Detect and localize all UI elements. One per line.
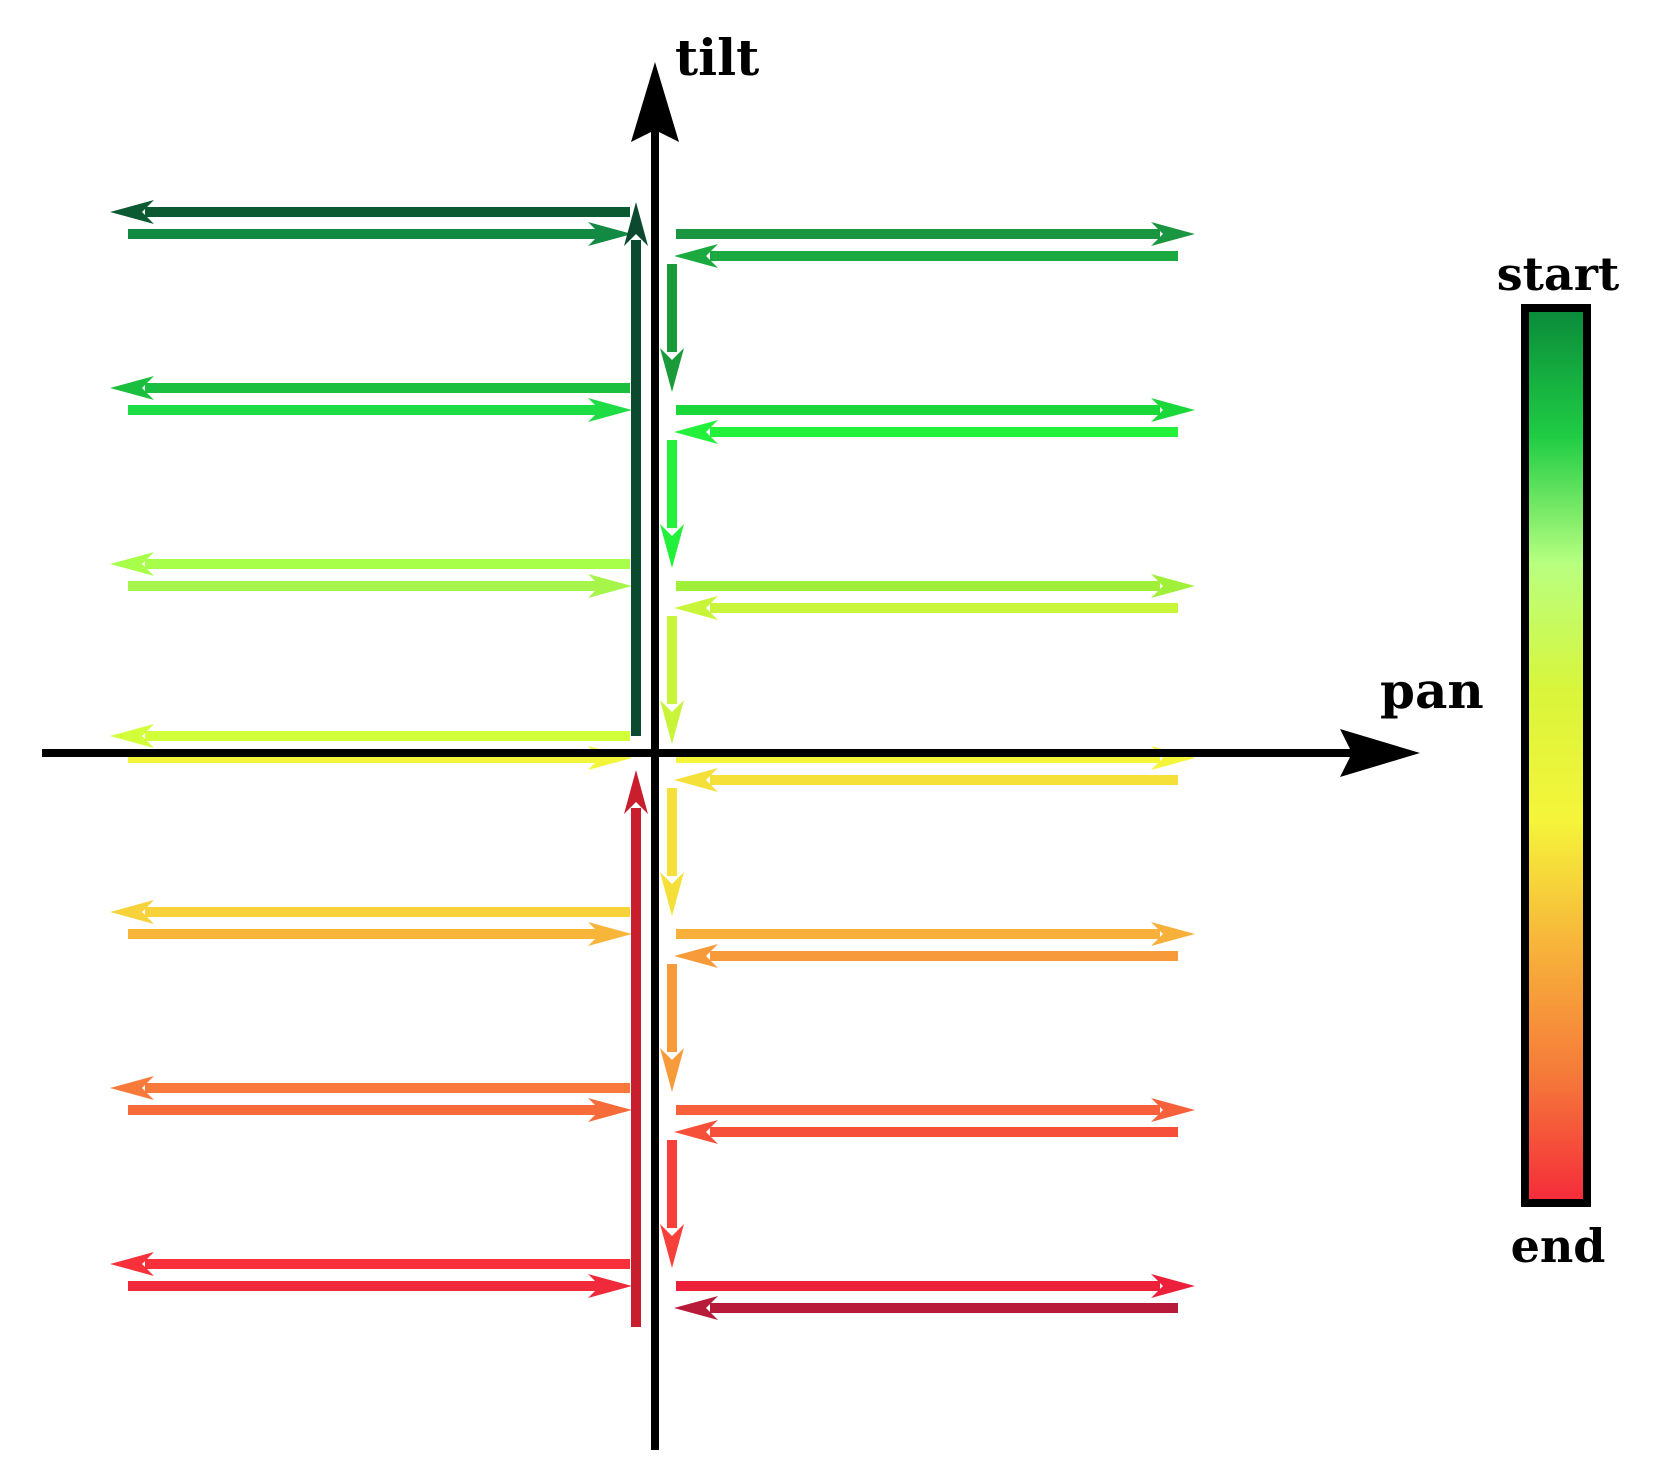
upper-return-arrowhead: [624, 202, 648, 246]
row-drop-arrowhead: [660, 1048, 684, 1092]
right-outbound-arrowhead: [1151, 922, 1195, 946]
left-return-arrowhead: [588, 398, 632, 422]
right-return-arrowhead: [674, 596, 718, 620]
right-outbound-arrowhead: [1151, 1274, 1195, 1298]
axes: [42, 62, 1420, 1450]
left-outbound-arrowhead: [110, 200, 154, 224]
colorbar-end-label: end: [1511, 1219, 1606, 1273]
right-return-arrowhead: [674, 1296, 718, 1320]
row-drop-arrowhead: [660, 700, 684, 744]
right-return-arrowhead: [674, 1120, 718, 1144]
row-drop-arrowhead: [660, 524, 684, 568]
row-drop-arrowhead: [660, 872, 684, 916]
left-return-arrowhead: [588, 922, 632, 946]
right-return-arrowhead: [674, 944, 718, 968]
left-outbound-arrowhead: [110, 376, 154, 400]
left-return-arrowhead: [588, 1274, 632, 1298]
right-outbound-arrowhead: [1151, 574, 1195, 598]
row-drop-arrowhead: [660, 1224, 684, 1268]
left-outbound-arrowhead: [110, 724, 154, 748]
left-outbound-arrowhead: [110, 1252, 154, 1276]
tilt-axis-arrowhead: [631, 62, 679, 142]
left-return-arrowhead: [588, 574, 632, 598]
lower-return-arrowhead: [624, 770, 648, 814]
row-drop-arrowhead: [660, 348, 684, 392]
scan-paths: [110, 200, 1195, 1327]
colorbar-gradient: [1521, 304, 1591, 1207]
left-outbound-arrowhead: [110, 552, 154, 576]
right-return-arrowhead: [674, 420, 718, 444]
pan-axis-arrowhead: [1340, 729, 1420, 777]
left-return-arrowhead: [588, 222, 632, 246]
tilt-axis-label: tilt: [675, 28, 759, 87]
right-outbound-arrowhead: [1151, 222, 1195, 246]
left-outbound-arrowhead: [110, 900, 154, 924]
right-outbound-arrowhead: [1151, 398, 1195, 422]
right-return-arrowhead: [674, 768, 718, 792]
right-outbound-arrowhead: [1151, 1098, 1195, 1122]
left-return-arrowhead: [588, 1098, 632, 1122]
colorbar-start-label: start: [1497, 247, 1620, 301]
pan-axis-label: pan: [1380, 661, 1484, 720]
right-return-arrowhead: [674, 244, 718, 268]
colorbar: start end: [1497, 247, 1620, 1273]
left-outbound-arrowhead: [110, 1076, 154, 1100]
